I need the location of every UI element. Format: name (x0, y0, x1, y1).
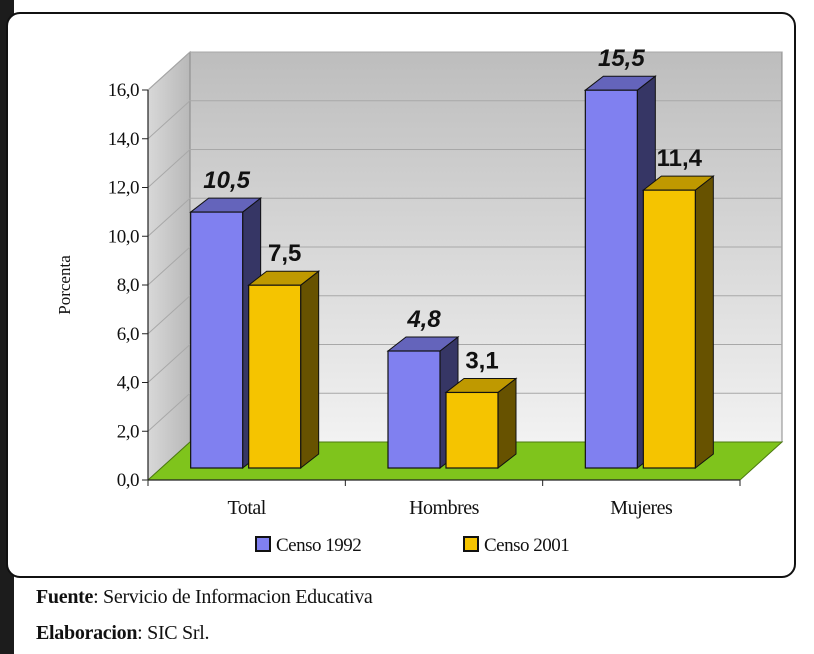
legend-swatch (463, 536, 479, 552)
credit-line: Elaboracion: SIC Srl. (36, 622, 210, 645)
source-text: Servicio de Informacion Educativa (103, 586, 373, 608)
bar-hombres-1992 (387, 350, 441, 469)
y-tick-label: 16,0 (108, 80, 139, 101)
bar-mujeres-2001 (642, 189, 696, 469)
y-tick-label: 0,0 (117, 470, 139, 491)
y-tick-label: 10,0 (108, 226, 139, 247)
gridline (147, 149, 782, 188)
y-tick-label: 4,0 (117, 373, 139, 394)
bar-total-2001 (248, 284, 302, 469)
bar-hombres-2001 (445, 391, 499, 469)
x-tick-label: Hombres (409, 497, 480, 519)
y-tick-label: 8,0 (117, 275, 139, 296)
source-colon: : (93, 586, 104, 608)
credit-colon: : (137, 622, 148, 644)
y-tick-label: 2,0 (117, 421, 139, 442)
x-tick-label: Total (228, 497, 267, 519)
legend-swatch (255, 536, 271, 552)
y-tick-label: 6,0 (117, 324, 139, 345)
bar-side-face (300, 270, 320, 470)
data-label: 15,5 (598, 45, 645, 72)
gridline (147, 197, 782, 237)
gridline (147, 392, 782, 432)
gridline (147, 295, 782, 335)
source-line: Fuente: Servicio de Informacion Educativ… (36, 586, 373, 609)
credit-text: SIC Srl. (147, 622, 210, 644)
gridline (147, 344, 782, 383)
bar-total-1992 (190, 211, 244, 469)
data-label: 4,8 (406, 306, 441, 333)
gridline (147, 100, 782, 140)
gridline (147, 246, 782, 286)
y-tick-label: 14,0 (108, 129, 139, 150)
bar-side-face (694, 175, 714, 470)
credit-label: Elaboracion (36, 622, 138, 644)
gridline (147, 51, 782, 91)
y-tick-label: 12,0 (108, 178, 139, 199)
data-label: 10,5 (203, 167, 250, 194)
x-tick-label: Mujeres (610, 497, 673, 519)
bar-side-face (497, 377, 517, 470)
data-label: 7,5 (268, 240, 301, 267)
legend-label: Censo 2001 (484, 535, 569, 556)
data-label: 11,4 (657, 145, 703, 172)
y-axis-label: Porcenta (55, 255, 74, 315)
legend-label: Censo 1992 (276, 535, 361, 556)
data-label: 3,1 (465, 347, 498, 374)
source-label: Fuente (36, 586, 94, 608)
bar-mujeres-1992 (584, 89, 638, 469)
